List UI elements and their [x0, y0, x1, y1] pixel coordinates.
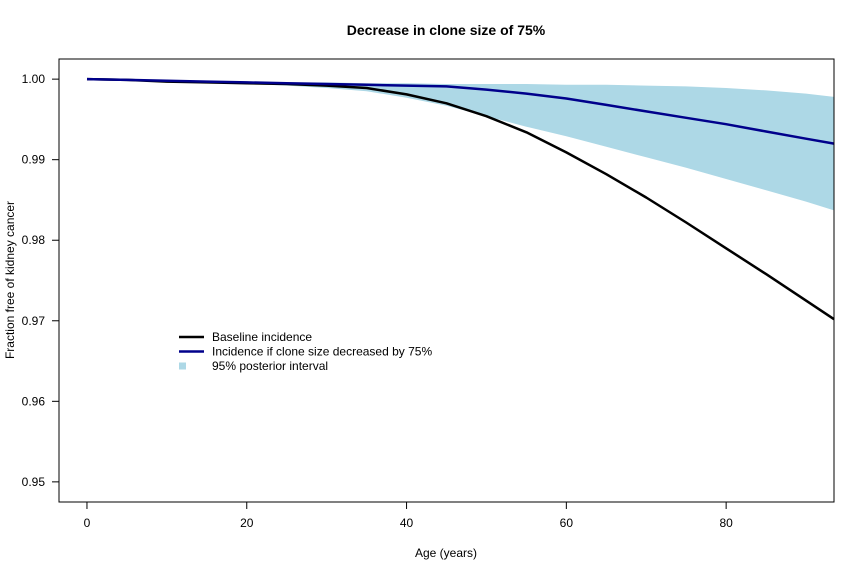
x-tick-label: 20 — [240, 516, 254, 530]
x-axis-label: Age (years) — [415, 546, 477, 560]
y-axis: 0.95 0.96 0.97 0.98 0.99 1.00 — [22, 72, 60, 489]
x-tick-label: 0 — [84, 516, 91, 530]
legend-swatch-band — [179, 362, 186, 370]
plot-area — [86, 77, 835, 321]
legend-entry-label: Baseline incidence — [212, 330, 312, 344]
y-tick-label: 1.00 — [22, 72, 46, 86]
chart-title: Decrease in clone size of 75% — [347, 22, 546, 38]
y-axis-label: Fraction free of kidney cancer — [3, 201, 17, 359]
x-tick-label: 80 — [719, 516, 733, 530]
reduced-clone-incidence-line — [86, 77, 835, 145]
y-tick-label: 0.96 — [22, 394, 46, 408]
x-tick-label: 60 — [560, 516, 574, 530]
legend-entry-label: Incidence if clone size decreased by 75% — [212, 345, 432, 359]
y-tick-label: 0.95 — [22, 475, 46, 489]
x-tick-label: 40 — [400, 516, 414, 530]
y-tick-label: 0.97 — [22, 314, 46, 328]
y-tick-label: 0.98 — [22, 233, 46, 247]
y-tick-label: 0.99 — [22, 153, 46, 167]
legend-entry-label: 95% posterior interval — [212, 359, 328, 373]
x-axis: 0 20 40 60 80 — [84, 501, 733, 530]
posterior-interval-band — [87, 79, 834, 211]
